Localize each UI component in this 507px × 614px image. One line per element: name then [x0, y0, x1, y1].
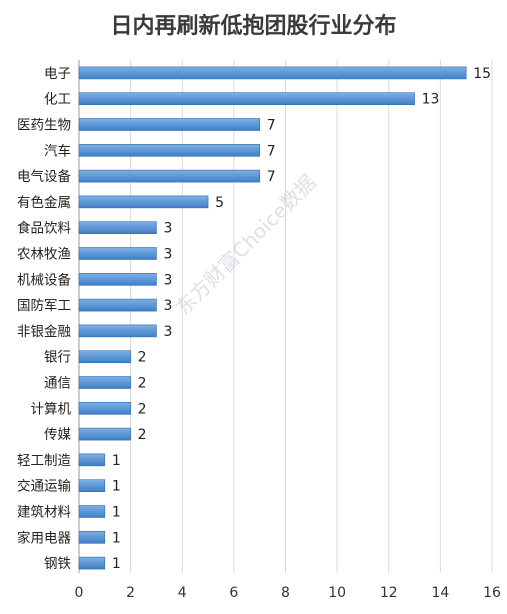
bar [78, 118, 260, 131]
value-label: 1 [112, 479, 121, 495]
bar [78, 376, 131, 389]
value-label: 1 [112, 453, 121, 469]
bar [78, 427, 131, 441]
value-label: 3 [163, 247, 172, 263]
bar [78, 195, 209, 209]
value-label: 1 [112, 505, 121, 521]
category-label: 钢铁 [44, 556, 71, 572]
value-label: 3 [163, 272, 172, 288]
x-tick-label: 10 [328, 585, 346, 601]
x-tick-label: 12 [380, 585, 398, 601]
value-label: 3 [163, 324, 172, 340]
category-label: 电气设备 [17, 168, 71, 185]
bar [78, 272, 157, 286]
bar [78, 144, 260, 157]
category-label: 交通运输 [17, 478, 71, 495]
value-label: 1 [112, 556, 121, 572]
gridlines [78, 60, 493, 573]
x-tick-label: 4 [178, 585, 187, 601]
bar [78, 169, 260, 183]
value-label: 1 [112, 530, 121, 546]
category-label: 银行 [44, 350, 71, 366]
category-label: 传媒 [44, 427, 71, 443]
bar [78, 66, 467, 80]
x-tick-label: 0 [75, 585, 84, 601]
x-tick-label: 16 [483, 585, 501, 601]
chart-title: 日内再刷新低抱团股行业分布 [110, 14, 397, 39]
bar [78, 505, 106, 518]
category-label: 医药生物 [17, 118, 71, 134]
x-tick-label: 8 [281, 585, 290, 601]
value-label: 3 [163, 298, 172, 314]
category-label: 通信 [44, 376, 71, 392]
bar [78, 298, 157, 312]
bar [78, 556, 106, 570]
bar [78, 247, 157, 260]
bar [78, 401, 131, 415]
value-label: 7 [267, 143, 276, 159]
category-label: 化工 [44, 92, 71, 108]
value-label: 2 [138, 350, 147, 366]
x-tick-label: 6 [229, 585, 238, 601]
bars [78, 66, 467, 570]
bar [78, 324, 157, 338]
x-tick-label: 2 [126, 585, 135, 601]
category-label: 建筑材料 [17, 505, 71, 521]
category-label: 计算机 [31, 401, 72, 417]
category-label: 食品饮料 [17, 220, 71, 237]
value-label: 13 [422, 92, 440, 108]
bar [78, 479, 106, 493]
category-label: 有色金属 [17, 194, 71, 211]
category-label: 国防军工 [17, 298, 71, 314]
bar [78, 350, 131, 364]
value-label: 2 [138, 427, 147, 443]
value-label: 15 [473, 66, 491, 82]
value-label: 7 [267, 169, 276, 185]
value-label: 2 [138, 401, 147, 417]
category-label: 非银金融 [17, 324, 71, 340]
bar [78, 221, 157, 234]
category-label: 轻工制造 [17, 453, 71, 469]
bar [78, 530, 106, 544]
category-label: 电子 [44, 66, 71, 82]
value-label: 5 [215, 195, 224, 211]
category-label: 农林牧渔 [17, 247, 71, 263]
value-label: 2 [138, 376, 147, 392]
bar [78, 453, 106, 467]
category-label: 机械设备 [17, 271, 71, 288]
category-label: 家用电器 [17, 529, 71, 546]
value-label: 3 [163, 221, 172, 237]
value-label: 7 [267, 118, 276, 134]
x-tick-label: 14 [431, 585, 449, 601]
category-label: 汽车 [44, 142, 71, 159]
bar [78, 92, 415, 105]
